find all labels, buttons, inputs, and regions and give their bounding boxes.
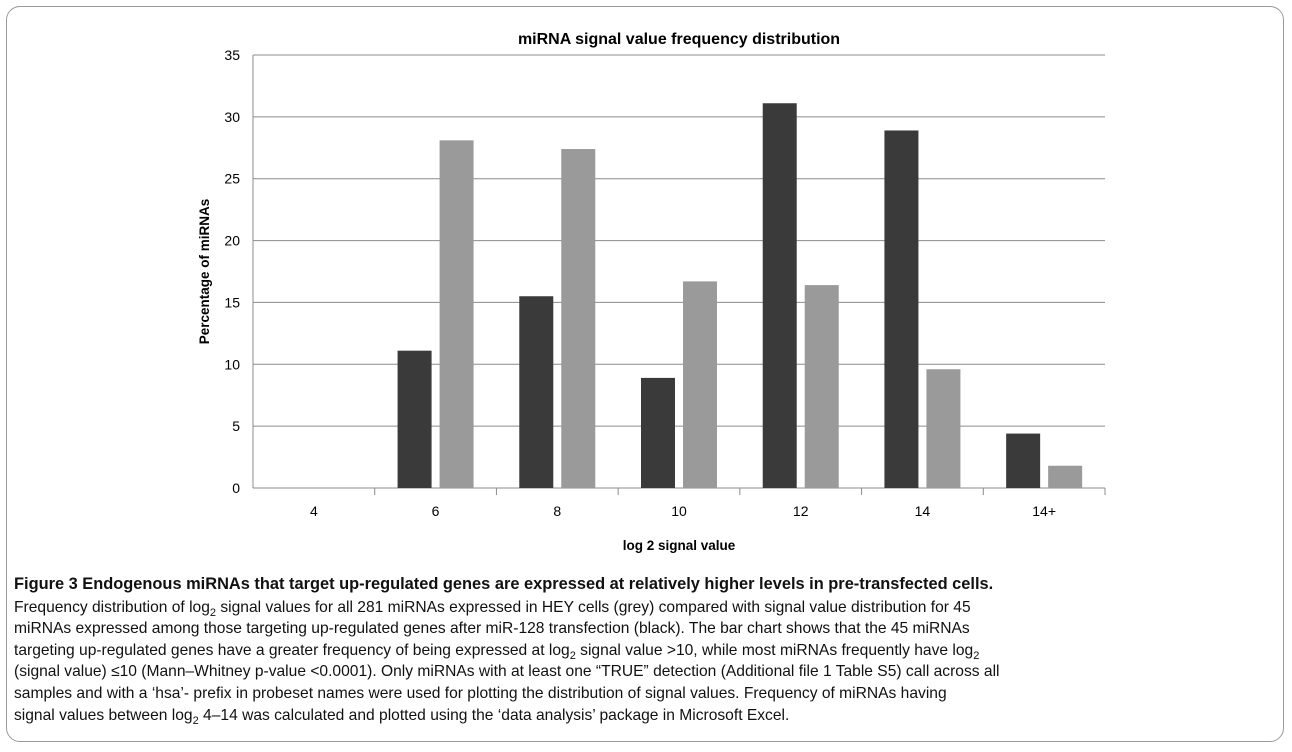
x-tick-label: 10 <box>671 503 687 519</box>
y-axis-title: Percentage of miRNAs <box>197 199 212 345</box>
y-tick-label: 20 <box>224 233 240 249</box>
chart-title: miRNA signal value frequency distributio… <box>518 31 840 48</box>
y-tick-label: 30 <box>224 109 240 125</box>
bar-series-2-12 <box>804 285 839 488</box>
bar-series-1-10 <box>641 377 675 488</box>
x-tick-label: 12 <box>793 503 809 519</box>
caption-line-3: targeting up-regulated genes have a grea… <box>14 641 980 662</box>
caption-line-2: miRNAs expressed among those targeting u… <box>14 620 970 638</box>
figure-frame <box>6 6 1284 742</box>
bar-series-1-8 <box>519 296 554 488</box>
bar-series-1-6 <box>397 350 432 488</box>
y-tick-label: 25 <box>224 171 240 187</box>
bar-chart: 0 5 10 15 20 25 30 35 4 6 8 10 12 14 14+ miRNA signal v… <box>197 31 1106 553</box>
caption-line-1: Frequency distribution of log2 signal va… <box>14 598 971 619</box>
x-tick-label: 8 <box>553 503 561 519</box>
bar-series-2-14 <box>926 369 961 488</box>
bar-series-1-14+ <box>1006 433 1041 488</box>
caption-heading: Figure 3 Endogenous miRNAs that target u… <box>14 575 994 593</box>
y-tick-label: 15 <box>224 294 240 310</box>
bar-series-1-14 <box>884 130 919 489</box>
bar-series-2-6 <box>439 140 474 488</box>
x-tick-label: 14 <box>915 503 931 519</box>
x-tick-label: 14+ <box>1032 503 1056 519</box>
y-tick-label: 10 <box>224 356 240 372</box>
y-tick-label: 0 <box>232 480 240 496</box>
figure-caption: Figure 3 Endogenous miRNAs that target u… <box>14 574 1276 726</box>
y-tick-label: 5 <box>232 418 240 434</box>
bar-series-2-8 <box>561 149 596 488</box>
bar-series-2-14+ <box>1048 465 1083 488</box>
x-axis-title: log 2 signal value <box>623 538 736 553</box>
bar-series-2-10 <box>683 281 717 488</box>
x-tick-label: 6 <box>432 503 440 519</box>
x-tick-label: 4 <box>310 503 318 519</box>
caption-line-5: samples and with a ‘hsa’- prefix in prob… <box>14 684 947 702</box>
caption-line-4: (signal value) ≤10 (Mann–Whitney p-value… <box>14 663 1000 681</box>
bar-series-1-12 <box>762 103 797 489</box>
caption-line-6: signal values between log2 4–14 was calc… <box>14 706 790 727</box>
y-tick-label: 35 <box>224 47 240 63</box>
